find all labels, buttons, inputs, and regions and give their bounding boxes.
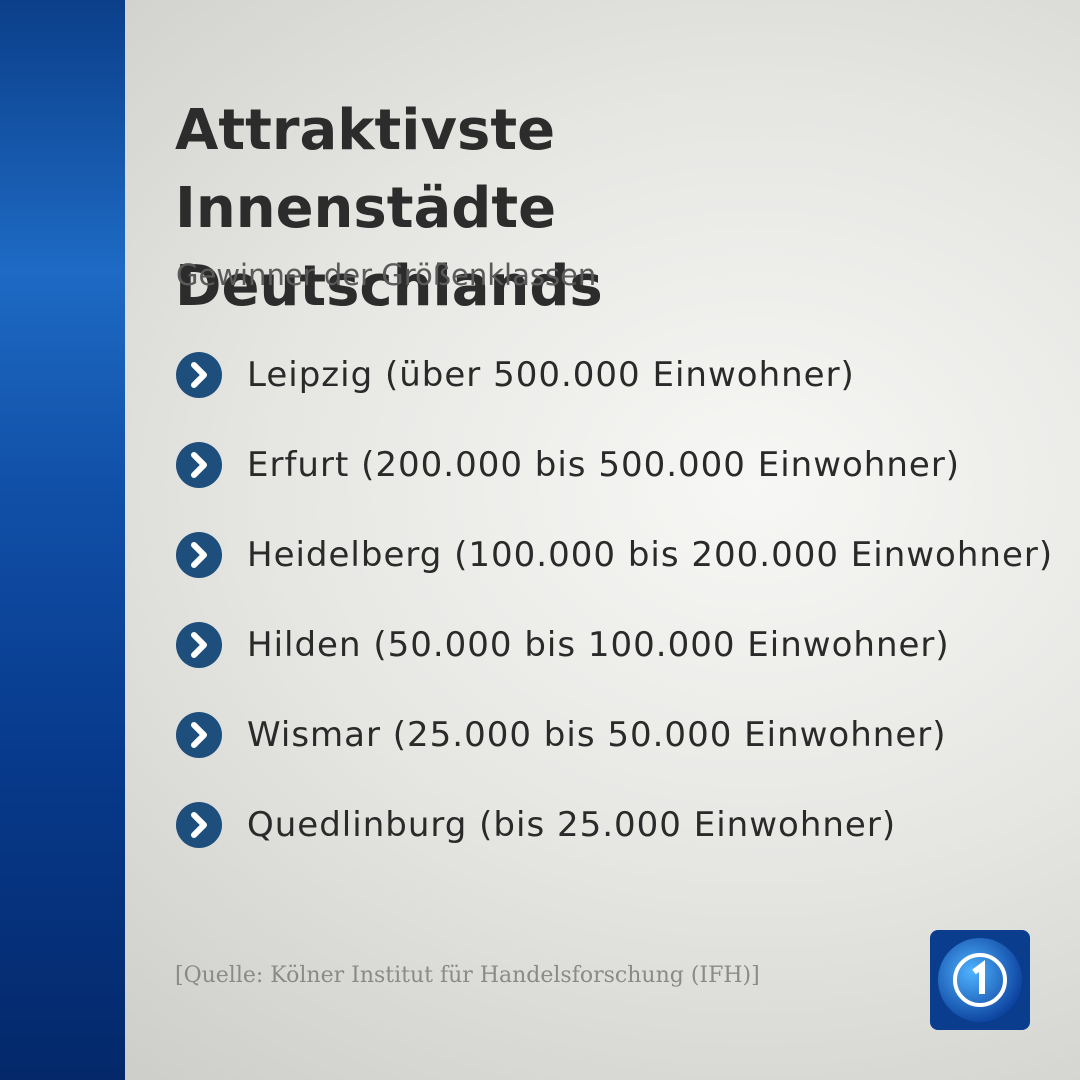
bullet-icon (176, 802, 222, 848)
list-item: Quedlinburg (bis 25.000 Einwohner) (175, 800, 1075, 850)
item-text: Heidelberg (100.000 bis 200.000 Einwohne… (247, 535, 1054, 575)
list-item: Wismar (25.000 bis 50.000 Einwohner) (175, 710, 1075, 760)
bullet-icon (176, 442, 222, 488)
bullet-icon (176, 622, 222, 668)
item-text: Quedlinburg (bis 25.000 Einwohner) (247, 805, 897, 845)
source: [Quelle: Kölner Institut für Handelsfors… (175, 963, 760, 988)
list-item: Hilden (50.000 bis 100.000 Einwohner) (175, 620, 1075, 670)
item-text: Erfurt (200.000 bis 500.000 Einwohner) (247, 445, 961, 485)
list-item: Erfurt (200.000 bis 500.000 Einwohner) (175, 440, 1075, 490)
item-text: Hilden (50.000 bis 100.000 Einwohner) (247, 625, 950, 665)
list-item: Leipzig (über 500.000 Einwohner) (175, 350, 1075, 400)
title: Attraktivste Innenstädte Deutschlands (175, 98, 603, 319)
list-item: Heidelberg (100.000 bis 200.000 Einwohne… (175, 530, 1075, 580)
side-strip (0, 0, 125, 1080)
item-text: Leipzig (über 500.000 Einwohner) (247, 355, 855, 395)
subtitle: Gewinner der Größenklassen (176, 258, 597, 292)
logo (930, 930, 1030, 1030)
item-text: Wismar (25.000 bis 50.000 Einwohner) (247, 715, 947, 755)
bullet-icon (176, 712, 222, 758)
bullet-icon (176, 532, 222, 578)
bullet-icon (176, 352, 222, 398)
